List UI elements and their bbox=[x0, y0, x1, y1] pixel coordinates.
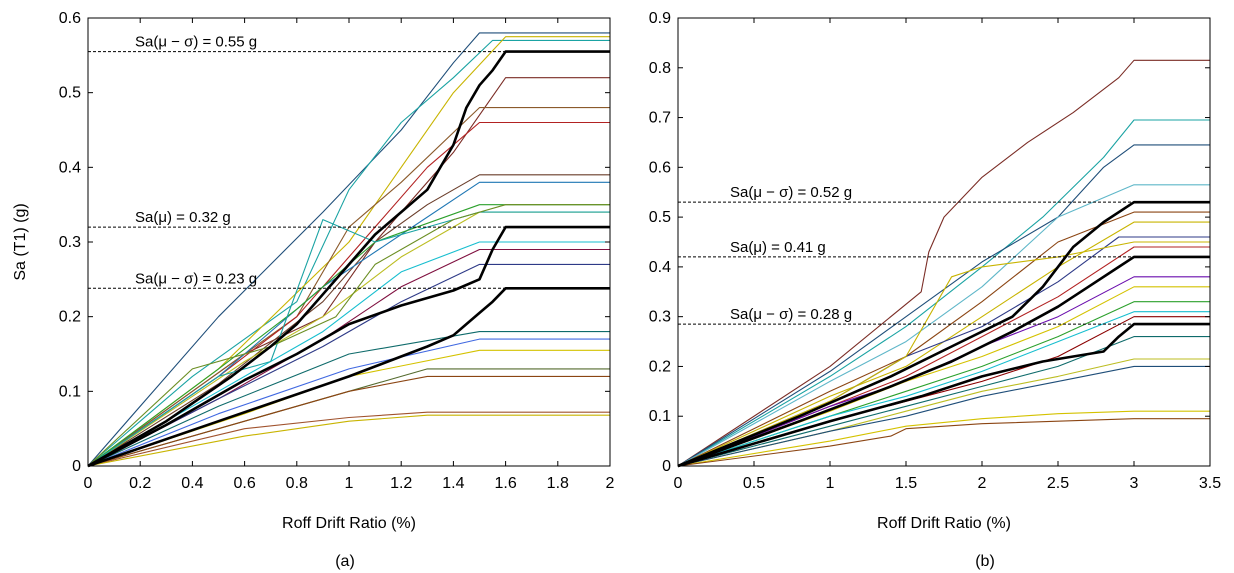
record-curve-a-9 bbox=[87, 204, 610, 467]
record-curve-b-18 bbox=[677, 418, 1210, 467]
y-tick-label: 0 bbox=[72, 458, 81, 475]
y-tick-label: 0.6 bbox=[59, 10, 81, 27]
x-tick-label: 1.4 bbox=[442, 475, 464, 492]
record-curve-a-14 bbox=[87, 331, 610, 467]
x-tick-label: 1 bbox=[345, 475, 354, 492]
record-curve-b-2 bbox=[677, 119, 1210, 467]
x-tick-label: 0.8 bbox=[286, 475, 308, 492]
x-tick-label: 0 bbox=[84, 475, 93, 492]
record-curve-b-6 bbox=[677, 221, 1210, 467]
record-curve-b-12 bbox=[677, 311, 1210, 467]
record-curve-a-19 bbox=[87, 411, 610, 467]
chart-panel-a: Sa(μ − σ) = 0.55 g Sa(μ) = 0.32 g Sa(μ − σ… bbox=[12, 10, 615, 570]
x-tick-label: 2.5 bbox=[1047, 475, 1069, 492]
record-curve-b-3 bbox=[677, 144, 1210, 467]
record-curve-a-15 bbox=[87, 338, 610, 467]
annotation-label-b-1: Sa(μ − σ) = 0.52 g bbox=[730, 184, 852, 201]
x-axis-label: Roff Drift Ratio (%) bbox=[282, 515, 416, 532]
fractile-curve-a-1 bbox=[87, 50, 610, 468]
y-tick-label: 0.7 bbox=[649, 110, 671, 127]
y-tick-label: 0.2 bbox=[59, 309, 81, 326]
annotation-label-b-3: Sa(μ − σ) = 0.28 g bbox=[730, 306, 852, 323]
x-tick-label: 0.5 bbox=[743, 475, 765, 492]
annotation-label-a-2: Sa(μ) = 0.32 g bbox=[135, 209, 231, 226]
record-curve-a-13 bbox=[87, 263, 610, 467]
y-tick-label: 0 bbox=[662, 458, 671, 475]
axes-frame bbox=[677, 17, 1211, 467]
fractile-curve-a-2 bbox=[87, 225, 610, 468]
panel-label: (a) bbox=[335, 553, 355, 570]
y-axis-label: Sa (T1) (g) bbox=[12, 203, 29, 280]
record-curve-b-5 bbox=[677, 211, 1210, 467]
y-tick-label: 0.2 bbox=[649, 358, 671, 375]
x-tick-label: 0.6 bbox=[233, 475, 255, 492]
record-curve-b-10 bbox=[677, 286, 1210, 467]
y-tick-label: 0.8 bbox=[649, 60, 671, 77]
y-tick-label: 0.4 bbox=[649, 259, 671, 276]
y-tick-label: 0.3 bbox=[59, 234, 81, 251]
x-tick-label: 3 bbox=[1130, 475, 1139, 492]
fractile-curve-b-2 bbox=[677, 255, 1210, 468]
x-tick-label: 2 bbox=[606, 475, 615, 492]
annotation-label-a-3: Sa(μ − σ) = 0.23 g bbox=[135, 270, 257, 287]
y-tick-label: 0.5 bbox=[649, 209, 671, 226]
record-curve-a-11 bbox=[87, 241, 610, 467]
fractile-curve-a-3 bbox=[87, 286, 610, 468]
y-tick-label: 0.5 bbox=[59, 85, 81, 102]
y-tick-label: 0.9 bbox=[649, 10, 671, 27]
record-curve-a-1 bbox=[87, 32, 610, 467]
y-tick-label: 0.1 bbox=[59, 383, 81, 400]
x-axis-label: Roff Drift Ratio (%) bbox=[877, 515, 1011, 532]
x-tick-label: 1.2 bbox=[390, 475, 412, 492]
annotation-label-b-2: Sa(μ) = 0.41 g bbox=[730, 239, 826, 256]
annotation-label-a-1: Sa(μ − σ) = 0.55 g bbox=[135, 34, 257, 51]
y-tick-label: 0.6 bbox=[649, 159, 671, 176]
x-tick-label: 1 bbox=[826, 475, 835, 492]
record-curve-a-22 bbox=[87, 204, 610, 467]
y-tick-label: 0.3 bbox=[649, 309, 671, 326]
record-curve-b-14 bbox=[677, 336, 1210, 467]
y-tick-label: 0.1 bbox=[649, 408, 671, 425]
fractile-curve-b-1 bbox=[677, 200, 1210, 468]
x-tick-label: 0.2 bbox=[129, 475, 151, 492]
x-tick-label: 1.6 bbox=[494, 475, 516, 492]
x-tick-label: 2 bbox=[978, 475, 987, 492]
record-curve-b-19 bbox=[677, 241, 1210, 467]
x-tick-label: 0.4 bbox=[181, 475, 203, 492]
record-curve-b-16 bbox=[677, 365, 1210, 467]
x-tick-label: 0 bbox=[674, 475, 683, 492]
x-tick-label: 1.8 bbox=[547, 475, 569, 492]
fractile-curve-b-3 bbox=[677, 322, 1210, 468]
record-curve-b-4 bbox=[677, 184, 1210, 467]
panel-label: (b) bbox=[975, 553, 995, 570]
record-curve-b-1 bbox=[677, 59, 1210, 467]
x-tick-label: 1.5 bbox=[895, 475, 917, 492]
record-curve-b-17 bbox=[677, 410, 1210, 467]
y-tick-label: 0.4 bbox=[59, 159, 81, 176]
record-curve-a-20 bbox=[87, 414, 610, 467]
record-curve-a-18 bbox=[87, 375, 610, 467]
chart-panel-b: Sa(μ − σ) = 0.52 g Sa(μ) = 0.41 g Sa(μ − σ… bbox=[649, 10, 1221, 570]
x-tick-label: 3.5 bbox=[1199, 475, 1221, 492]
